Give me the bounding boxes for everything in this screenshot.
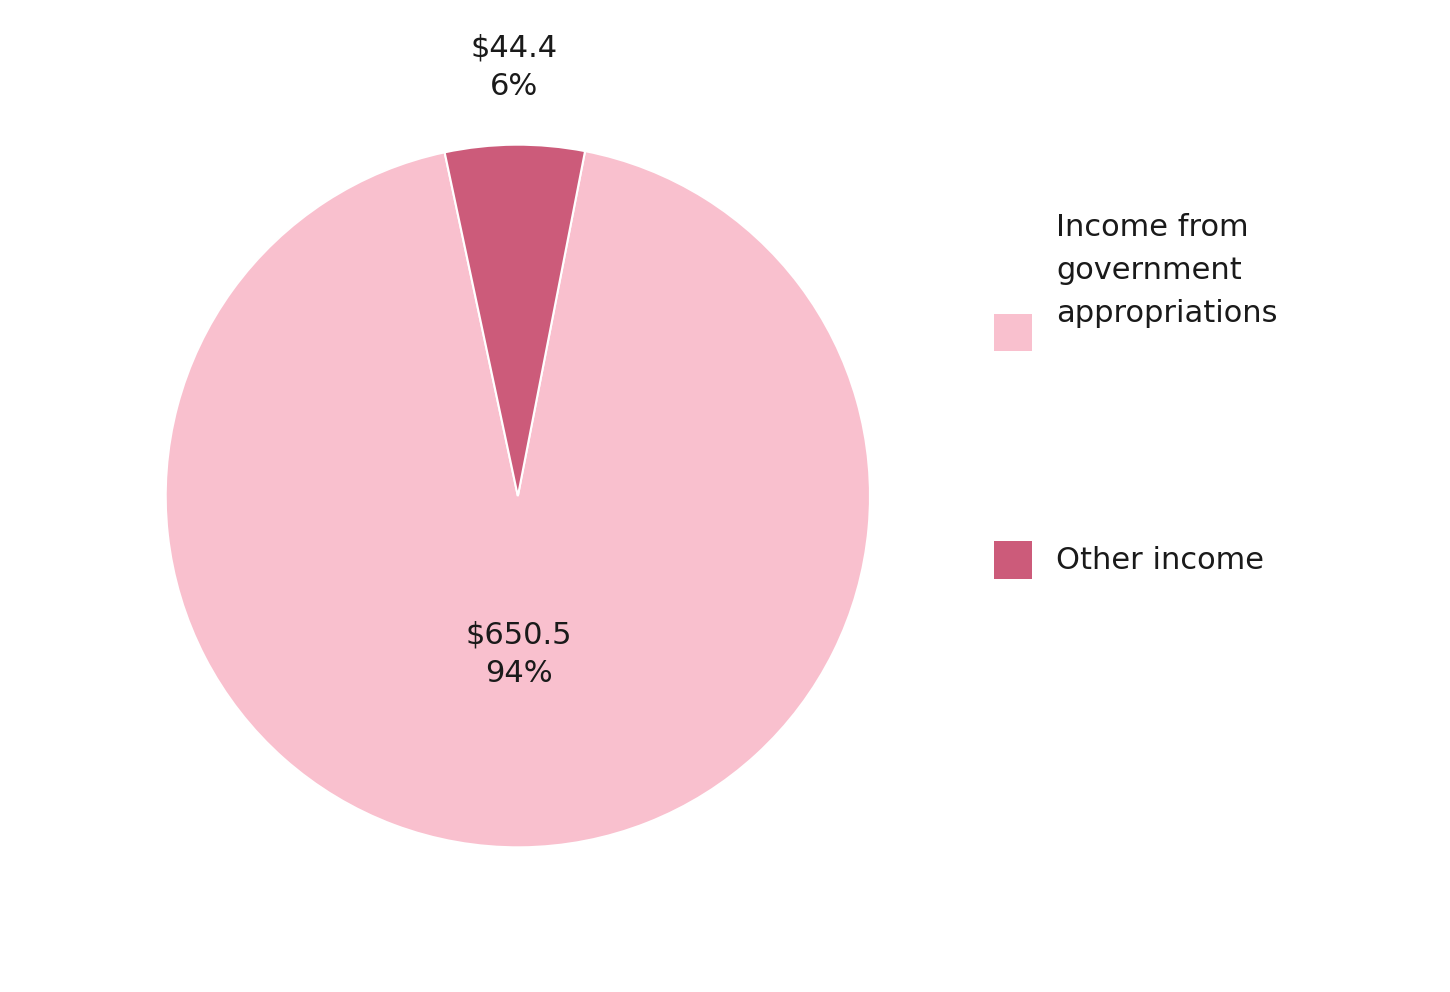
Text: Other income: Other income	[1057, 546, 1264, 574]
FancyBboxPatch shape	[995, 542, 1031, 578]
Text: $650.5
94%: $650.5 94%	[465, 620, 573, 687]
FancyBboxPatch shape	[995, 314, 1031, 351]
Text: $44.4
6%: $44.4 6%	[471, 34, 558, 101]
Wedge shape	[445, 145, 584, 496]
Wedge shape	[165, 151, 870, 847]
Text: Income from
government
appropriations: Income from government appropriations	[1057, 213, 1277, 328]
